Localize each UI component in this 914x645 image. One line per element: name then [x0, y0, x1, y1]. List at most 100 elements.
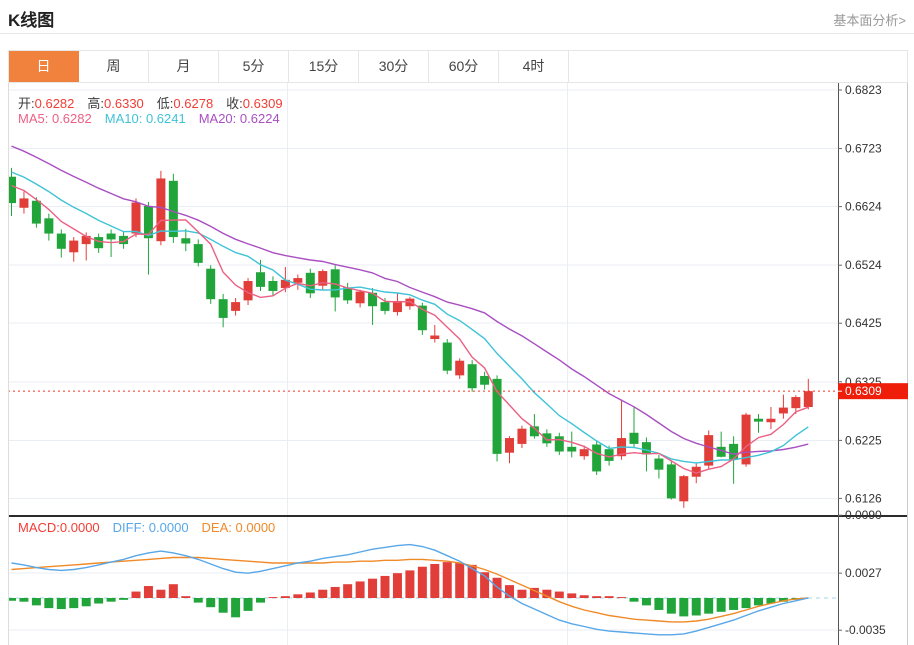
candle[interactable] — [716, 446, 726, 457]
macd-bar[interactable] — [131, 591, 141, 598]
candle[interactable] — [754, 418, 763, 422]
candle[interactable] — [243, 281, 253, 301]
candle[interactable] — [704, 435, 714, 466]
candle[interactable] — [56, 233, 66, 249]
macd-bar[interactable] — [691, 598, 701, 616]
macd-bar[interactable] — [56, 598, 66, 610]
candle[interactable] — [392, 300, 402, 313]
candle[interactable] — [417, 305, 427, 331]
tab-month[interactable]: 月 — [149, 51, 219, 82]
candle[interactable] — [766, 418, 776, 423]
candle[interactable] — [380, 302, 390, 311]
candle[interactable] — [691, 466, 701, 477]
tab-5min[interactable]: 5分 — [219, 51, 289, 82]
candle[interactable] — [256, 272, 265, 287]
macd-bar[interactable] — [654, 598, 664, 610]
macd-bar[interactable] — [330, 586, 340, 598]
macd-bar[interactable] — [666, 598, 676, 614]
macd-bar[interactable] — [280, 596, 290, 598]
candle[interactable] — [131, 202, 141, 234]
macd-bar[interactable] — [19, 598, 29, 602]
candle[interactable] — [181, 238, 191, 244]
macd-bar[interactable] — [629, 598, 639, 602]
macd-bar[interactable] — [704, 598, 714, 614]
macd-bar[interactable] — [256, 598, 265, 603]
macd-bar[interactable] — [143, 586, 153, 598]
macd-bar[interactable] — [505, 585, 514, 598]
macd-bar[interactable] — [455, 563, 465, 598]
candle[interactable] — [542, 433, 552, 444]
macd-bar[interactable] — [218, 598, 228, 613]
fundamental-analysis-link[interactable]: 基本面分析> — [833, 13, 906, 28]
macd-bar[interactable] — [31, 598, 41, 606]
macd-bar[interactable] — [44, 598, 54, 609]
candle[interactable] — [729, 443, 739, 460]
kline-macd-canvas[interactable]: 0.6823 0.6723 0.6624 0.6524 0.6425 0.6325 0.62… — [7, 83, 908, 645]
candle[interactable] — [206, 268, 216, 300]
macd-bar[interactable] — [604, 596, 614, 598]
candle[interactable] — [343, 287, 353, 301]
candle[interactable] — [143, 206, 153, 239]
candle[interactable] — [567, 446, 577, 452]
candle[interactable] — [355, 291, 365, 304]
candle[interactable] — [119, 235, 129, 245]
candle[interactable] — [69, 240, 79, 253]
macd-bar[interactable] — [106, 598, 116, 602]
chart-svg[interactable]: 0.68230.67230.66240.65240.64250.63250.62… — [7, 83, 908, 645]
macd-bar[interactable] — [343, 584, 353, 598]
macd-bar[interactable] — [617, 597, 627, 599]
candle[interactable] — [455, 360, 465, 376]
macd-bar[interactable] — [293, 594, 303, 598]
candle[interactable] — [168, 180, 178, 238]
candle[interactable] — [554, 436, 564, 452]
tab-week[interactable]: 周 — [79, 51, 149, 82]
candle[interactable] — [305, 272, 315, 294]
tab-day[interactable]: 日 — [9, 51, 79, 82]
macd-bar[interactable] — [467, 564, 477, 598]
candle[interactable] — [368, 292, 378, 307]
candle[interactable] — [492, 378, 502, 454]
macd-bar[interactable] — [729, 598, 739, 610]
candle[interactable] — [442, 342, 452, 371]
macd-bar[interactable] — [305, 592, 315, 598]
macd-bar[interactable] — [231, 598, 241, 618]
macd-bar[interactable] — [716, 598, 726, 612]
macd-bar[interactable] — [766, 598, 776, 604]
candle[interactable] — [791, 397, 801, 409]
macd-bar[interactable] — [355, 581, 365, 598]
tab-15min[interactable]: 15分 — [289, 51, 359, 82]
candle[interactable] — [268, 281, 278, 291]
macd-bar[interactable] — [567, 593, 577, 598]
candle[interactable] — [318, 271, 328, 286]
macd-bar[interactable] — [268, 597, 278, 599]
candle[interactable] — [679, 476, 689, 502]
macd-bar[interactable] — [529, 587, 539, 598]
macd-bar[interactable] — [430, 563, 440, 598]
macd-bar[interactable] — [554, 591, 564, 598]
candle[interactable] — [629, 432, 639, 444]
macd-bar[interactable] — [778, 598, 788, 602]
macd-bar[interactable] — [368, 578, 378, 598]
candle[interactable] — [19, 198, 29, 208]
macd-bar[interactable] — [679, 598, 689, 617]
macd-bar[interactable] — [94, 598, 104, 604]
candle[interactable] — [529, 426, 539, 437]
candle[interactable] — [280, 279, 290, 289]
macd-bar[interactable] — [517, 589, 527, 598]
macd-bar[interactable] — [392, 573, 402, 598]
candle[interactable] — [293, 278, 303, 283]
candle[interactable] — [604, 449, 614, 461]
candle[interactable] — [592, 444, 602, 472]
candle[interactable] — [81, 235, 91, 245]
candle[interactable] — [156, 178, 166, 242]
candle[interactable] — [193, 244, 203, 263]
candle[interactable] — [641, 442, 651, 455]
macd-bar[interactable] — [156, 589, 166, 598]
candle[interactable] — [231, 302, 241, 311]
candle[interactable] — [218, 299, 228, 318]
candle[interactable] — [778, 407, 788, 414]
candle[interactable] — [666, 464, 676, 499]
candle[interactable] — [741, 414, 751, 465]
macd-bar[interactable] — [318, 589, 328, 598]
macd-bar[interactable] — [405, 570, 415, 598]
